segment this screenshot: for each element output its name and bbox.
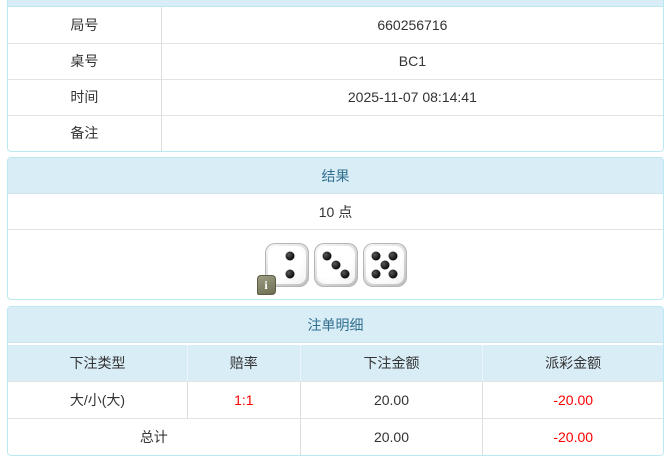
table-row: 局号 660256716 bbox=[8, 7, 663, 44]
result-heading: 结果 bbox=[8, 158, 663, 194]
table-row: 备注 bbox=[8, 115, 663, 151]
table-id-label: 桌号 bbox=[8, 43, 162, 80]
die-pip bbox=[340, 269, 350, 279]
total-bet-amount: 20.00 bbox=[299, 418, 483, 455]
payout-amount-value: -20.00 bbox=[482, 381, 663, 419]
bet-type-value: 大/小(大) bbox=[8, 381, 188, 419]
col-odds: 赔率 bbox=[186, 344, 301, 382]
time-value: 2025-11-07 08:14:41 bbox=[161, 79, 663, 116]
die-pip bbox=[388, 269, 398, 279]
odds-value: 1:1 bbox=[186, 381, 301, 419]
table-row: 桌号 BC1 bbox=[8, 43, 663, 80]
die-1-value-2: i bbox=[256, 243, 309, 295]
bets-header-row: 下注类型 赔率 下注金额 派彩金额 bbox=[8, 344, 663, 382]
info-tooltip-icon: i bbox=[256, 275, 276, 295]
round-id-value: 660256716 bbox=[161, 7, 663, 44]
die-pip bbox=[380, 260, 389, 270]
total-row: 总计 20.00 -20.00 bbox=[8, 418, 663, 455]
die-3-value-5 bbox=[362, 243, 407, 287]
die-pip bbox=[371, 269, 381, 279]
die-pip bbox=[322, 251, 332, 261]
die-pip bbox=[371, 251, 381, 261]
time-label: 时间 bbox=[8, 79, 162, 116]
die-pip bbox=[388, 251, 398, 261]
col-payout-amount: 派彩金额 bbox=[482, 344, 663, 382]
col-bet-amount: 下注金额 bbox=[299, 344, 483, 382]
bet-amount-value: 20.00 bbox=[299, 381, 483, 419]
total-payout-amount: -20.00 bbox=[482, 418, 663, 455]
bets-table: 下注类型 赔率 下注金额 派彩金额 大/小(大) 1:1 20.00 -20.0… bbox=[8, 343, 663, 455]
bet-row: 大/小(大) 1:1 20.00 -20.00 bbox=[8, 381, 663, 419]
table-id-value: BC1 bbox=[161, 43, 663, 80]
game-info-heading-strip bbox=[8, 0, 663, 7]
game-info-panel: 局号 660256716 桌号 BC1 时间 2025-11-07 08:14:… bbox=[7, 0, 664, 152]
remark-value bbox=[161, 115, 663, 151]
remark-label: 备注 bbox=[8, 115, 162, 151]
die-pip bbox=[285, 269, 295, 279]
round-id-label: 局号 bbox=[8, 7, 162, 44]
game-info-table: 局号 660256716 桌号 BC1 时间 2025-11-07 08:14:… bbox=[8, 7, 663, 151]
result-panel: 结果 10 点 i bbox=[7, 157, 664, 300]
die-2-value-3 bbox=[313, 243, 358, 287]
bets-panel: 注单明细 下注类型 赔率 下注金额 派彩金额 大/小(大) 1:1 20.00 … bbox=[7, 306, 664, 456]
result-points: 10 点 bbox=[8, 194, 663, 230]
bets-heading: 注单明细 bbox=[8, 307, 663, 343]
die-face bbox=[316, 246, 355, 284]
table-row: 时间 2025-11-07 08:14:41 bbox=[8, 79, 663, 116]
die-face bbox=[365, 246, 404, 284]
total-label: 总计 bbox=[8, 418, 301, 455]
col-bet-type: 下注类型 bbox=[8, 344, 188, 382]
dice-row: i bbox=[8, 230, 663, 299]
die-pip bbox=[285, 251, 295, 261]
die-pip bbox=[331, 260, 341, 270]
